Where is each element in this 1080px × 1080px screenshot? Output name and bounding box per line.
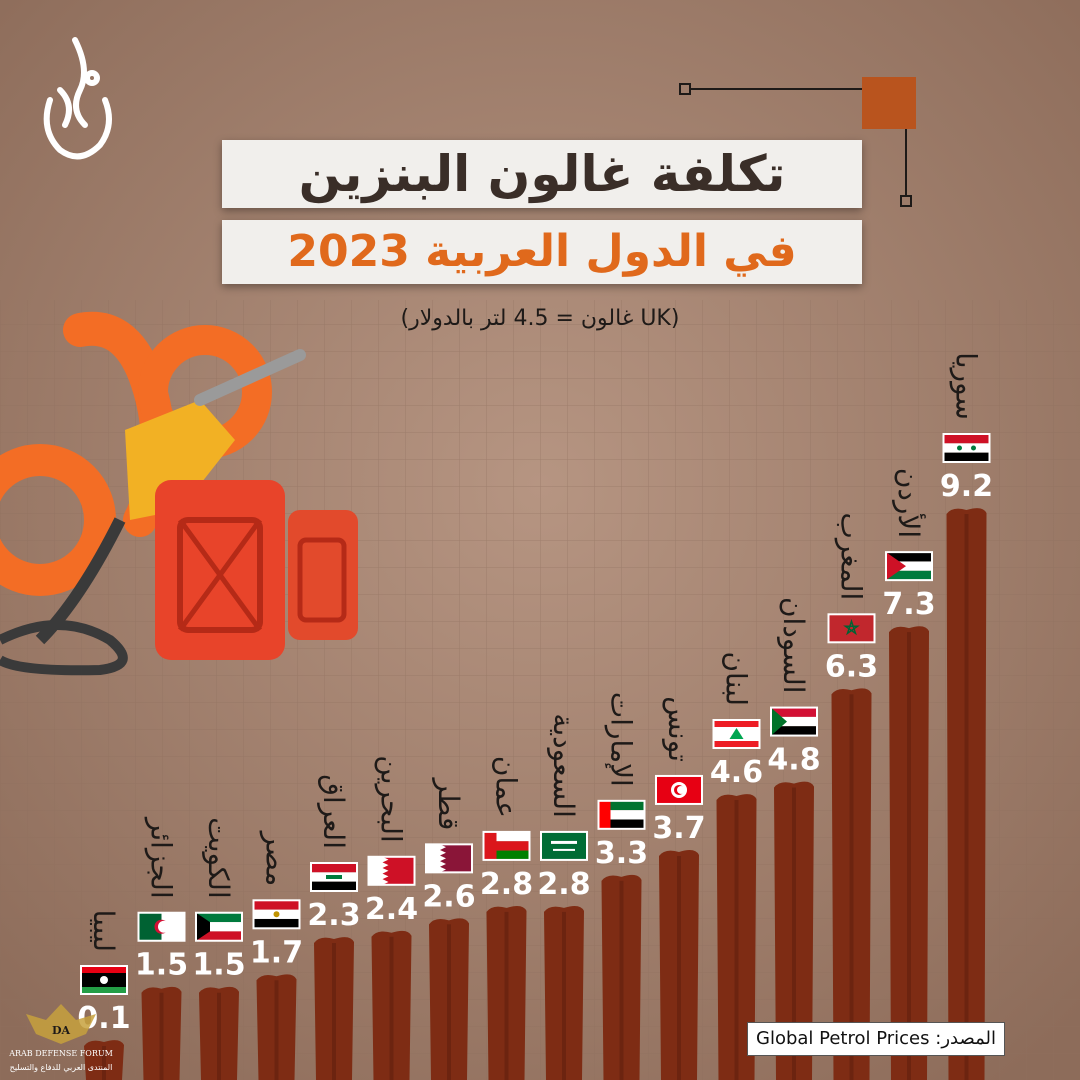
- value-label: 6.3: [825, 649, 878, 684]
- country-label: عمان: [490, 756, 523, 818]
- value-label: 1.5: [135, 948, 188, 983]
- logo-icon: [43, 37, 112, 160]
- value-label: 3.3: [595, 836, 648, 871]
- bar-shade: [102, 1046, 106, 1080]
- country-label: الكويت: [202, 817, 235, 899]
- source-label: المصدر: Global Petrol Prices: [747, 1022, 1005, 1056]
- bar-shade: [964, 514, 969, 1080]
- saudi-arabia-flag: [540, 830, 588, 861]
- sudan-flag: [770, 706, 818, 737]
- morocco-flag: [827, 613, 876, 644]
- country-label: الأردن: [892, 468, 927, 538]
- watermark-badge: DA ARAB DEFENSE FORUM المنتدى العربي للد…: [8, 1004, 113, 1072]
- bar-shade: [504, 911, 509, 1080]
- country-label: العراق: [317, 774, 350, 849]
- iraq-flag: [310, 862, 358, 892]
- value-label: 4.8: [767, 743, 820, 778]
- bar-shade: [677, 855, 681, 1080]
- value-label: 2.6: [422, 879, 475, 914]
- uae-flag: [597, 799, 646, 830]
- bar-shade: [792, 787, 796, 1080]
- country-label: البحرين: [375, 755, 408, 842]
- syria-flag: [942, 433, 991, 463]
- watermark-ar: المنتدى العربي للدفاع والتسليح: [10, 1063, 113, 1072]
- country-label: الجزائر: [145, 816, 178, 899]
- bahrain-flag: [367, 855, 416, 886]
- value-label: 2.4: [365, 892, 418, 927]
- country-label: ليبيا: [87, 910, 120, 952]
- jordan-flag: [885, 551, 933, 582]
- algeria-flag: [137, 911, 186, 942]
- source-prefix: المصدر:: [935, 1028, 996, 1049]
- bar-shade: [907, 632, 911, 1080]
- title-line-1: تكلفة غالون البنزين: [222, 140, 862, 208]
- country-label: قطر: [432, 777, 465, 831]
- country-label: السعودية: [547, 713, 580, 818]
- value-label: 1.7: [250, 935, 303, 970]
- bar-shade: [217, 992, 221, 1080]
- watermark-initials: DA: [52, 1024, 71, 1037]
- title-decoration: [679, 77, 916, 207]
- country-label: الإمارات: [605, 692, 638, 787]
- oman-flag: [482, 830, 531, 861]
- tunisia-flag: [655, 774, 703, 805]
- bar-shade: [389, 936, 394, 1080]
- source-value: Global Petrol Prices: [756, 1028, 930, 1049]
- value-label: 2.8: [537, 867, 590, 902]
- bar-shade: [619, 880, 624, 1080]
- value-label: 4.6: [710, 755, 763, 790]
- title-line-2: في الدول العربية 2023: [222, 220, 862, 284]
- bar-shade: [734, 800, 739, 1080]
- watermark-en: ARAB DEFENSE FORUM: [8, 1049, 113, 1058]
- value-label: 7.3: [882, 587, 935, 622]
- bar-shade: [274, 980, 279, 1080]
- value-label: 2.8: [480, 867, 533, 902]
- bar-shade: [849, 694, 854, 1080]
- country-label: تونس: [662, 696, 695, 762]
- value-label: 2.3: [307, 898, 360, 933]
- egypt-flag: [252, 899, 301, 930]
- value-label: 1.5: [192, 948, 245, 983]
- libya-flag: [80, 965, 128, 995]
- lebanon-flag: [712, 719, 761, 749]
- subtitle: (UK غالون = 4.5 لتر بالدولار): [400, 306, 680, 331]
- bar-shade: [562, 911, 566, 1080]
- qatar-flag: [425, 843, 473, 874]
- country-label: سوريا: [950, 352, 983, 420]
- country-label: المغرب: [835, 512, 868, 600]
- country-label: لبنان: [720, 651, 753, 706]
- bar-shade: [332, 943, 336, 1080]
- country-label: مصر: [260, 830, 293, 887]
- kuwait-flag: [195, 911, 243, 942]
- value-label: 9.2: [940, 469, 993, 504]
- bar-shade: [447, 924, 451, 1080]
- bar-shade: [159, 992, 164, 1080]
- fuel-graphic: [0, 311, 358, 676]
- country-label: السودان: [777, 597, 810, 694]
- value-label: 3.7: [652, 811, 705, 846]
